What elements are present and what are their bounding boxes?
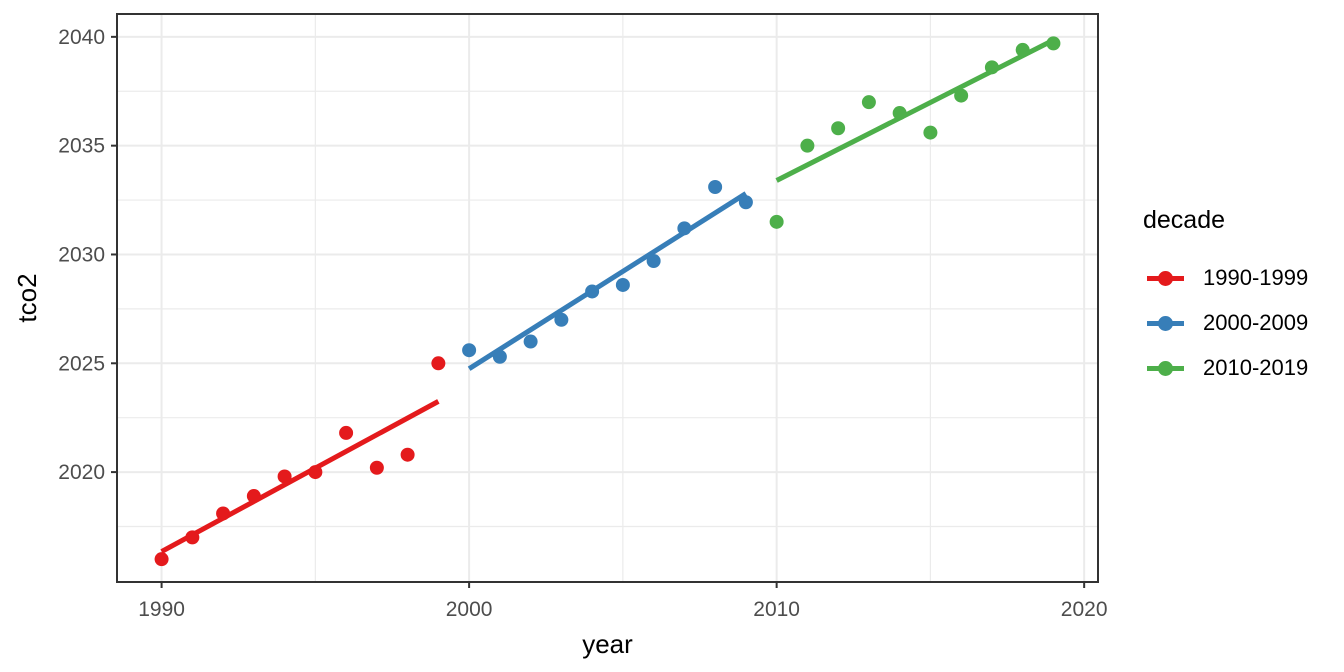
data-point (892, 106, 907, 121)
data-point (954, 88, 969, 103)
data-point (769, 214, 784, 229)
y-tick-label: 2040 (58, 26, 105, 49)
data-point (861, 95, 876, 110)
legend-title: decade (1143, 206, 1226, 234)
x-tick-label: 2000 (446, 598, 493, 621)
data-point (154, 552, 169, 567)
x-tick-label: 1990 (138, 598, 185, 621)
data-point (369, 460, 384, 475)
legend-item-label: 2000-2009 (1203, 310, 1309, 335)
data-point (431, 356, 446, 371)
legend-key-icon (1147, 315, 1184, 331)
legend-key-icon (1147, 270, 1184, 286)
legend-item-label: 2010-2019 (1203, 355, 1309, 380)
data-point (339, 425, 354, 440)
y-tick-label: 2025 (58, 352, 105, 375)
data-point (923, 125, 938, 140)
legend-item-2010-2019: 2010-2019 (1143, 355, 1308, 380)
data-point (984, 60, 999, 75)
y-tick-label: 2020 (58, 461, 105, 484)
data-point (585, 284, 600, 299)
trend-line (775, 37, 1055, 183)
data-point (738, 195, 753, 210)
data-point (708, 180, 723, 195)
data-point (185, 530, 200, 545)
data-point (831, 121, 846, 136)
data-point (554, 312, 569, 327)
legend: decade 1990-1999 2000-2009 2010-2019 (1143, 206, 1308, 380)
y-tick-label: 2035 (58, 135, 105, 158)
data-point (800, 138, 815, 153)
legend-key-icon (1147, 360, 1184, 376)
x-tick-label: 2010 (753, 598, 800, 621)
legend-key-dot (1158, 270, 1173, 286)
data-point (246, 489, 261, 504)
data-point (523, 334, 538, 349)
legend-items: 1990-1999 2000-2009 2010-2019 (1143, 265, 1308, 380)
data-point (400, 447, 415, 462)
data-point (308, 465, 323, 480)
legend-key-dot (1158, 315, 1173, 331)
data-point (646, 254, 661, 269)
legend-item-label: 1990-1999 (1203, 265, 1309, 290)
legend-key-dot (1158, 360, 1173, 376)
data-point (277, 469, 292, 484)
x-axis-title: year (582, 629, 633, 659)
trend-line (160, 399, 440, 554)
data-point (462, 343, 477, 358)
data-point (492, 349, 507, 364)
trend-line (467, 191, 748, 371)
legend-item-2000-2009: 2000-2009 (1143, 310, 1308, 335)
data-point (1046, 36, 1061, 51)
data-point (615, 277, 630, 292)
data-point (677, 221, 692, 236)
data-point (1015, 42, 1030, 57)
y-axis-title: tco2 (12, 273, 42, 323)
x-tick-label: 2020 (1061, 598, 1108, 621)
data-point (216, 506, 231, 521)
panel-border (116, 13, 1099, 583)
legend-item-1990-1999: 1990-1999 (1143, 265, 1308, 290)
y-tick-label: 2030 (58, 243, 105, 266)
